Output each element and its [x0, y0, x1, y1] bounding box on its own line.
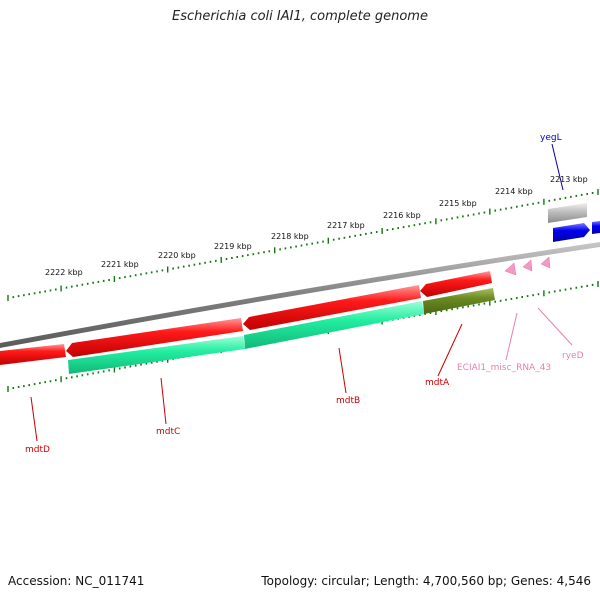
scale-label-2217: 2217 kbp: [327, 221, 365, 230]
feature-rna-arrow-3[interactable]: [540, 256, 551, 269]
feature-gray-gene[interactable]: [548, 203, 587, 223]
feature-blue-gene-edge[interactable]: [592, 221, 600, 234]
leader-mdtA: [437, 323, 463, 377]
cds-mdtA[interactable]: [420, 271, 492, 297]
cds-mdtD[interactable]: [0, 344, 66, 365]
gene-mdtC[interactable]: [68, 336, 245, 374]
genome-backbone: [0, 242, 600, 348]
cds-mdtB[interactable]: [243, 285, 421, 330]
scale-label-2218: 2218 kbp: [271, 232, 309, 241]
label-mdtC: mdtC: [156, 427, 180, 437]
leader-mdtD: [30, 396, 38, 442]
genome-summary-text: Topology: circular; Length: 4,700,560 bp…: [261, 574, 591, 588]
leader-yegL: [551, 143, 564, 191]
accession-text: Accession: NC_011741: [8, 574, 145, 588]
scale-labels: 2213 kbp 2214 kbp 2215 kbp 2216 kbp 2217…: [45, 175, 588, 277]
leader-mdtB: [338, 347, 347, 394]
cds-mdtC[interactable]: [66, 318, 243, 357]
label-leaders: [30, 143, 573, 442]
scale-label-2214: 2214 kbp: [495, 187, 533, 196]
label-yegL: yegL: [540, 133, 562, 143]
leader-mdtC: [160, 377, 167, 425]
map-title: Escherichia coli IAI1, complete genome: [172, 9, 428, 24]
scale-label-2222: 2222 kbp: [45, 268, 83, 277]
feature-yegL-gene[interactable]: [553, 223, 590, 242]
outer-scale-track: [7, 189, 599, 301]
label-misc-rna: ECIAI1_misc_RNA_43: [457, 363, 551, 373]
scale-label-2213: 2213 kbp: [550, 175, 588, 184]
feature-rna-arrow-1[interactable]: [504, 262, 517, 276]
scale-label-2219: 2219 kbp: [214, 242, 252, 251]
scale-label-2215: 2215 kbp: [439, 199, 477, 208]
gene-mdtB[interactable]: [244, 301, 424, 349]
scale-label-2220: 2220 kbp: [158, 251, 196, 260]
label-mdtB: mdtB: [336, 396, 360, 406]
leader-misc-rna: [505, 312, 518, 361]
label-mdtA: mdtA: [425, 378, 450, 388]
scale-label-2221: 2221 kbp: [101, 260, 139, 269]
scale-label-2216: 2216 kbp: [383, 211, 421, 220]
feature-rna-arrow-2[interactable]: [522, 259, 533, 272]
label-mdtD: mdtD: [25, 445, 50, 455]
gene-mdtA[interactable]: [423, 288, 495, 314]
leader-ryeD: [537, 307, 573, 346]
label-ryeD: ryeD: [562, 351, 584, 361]
